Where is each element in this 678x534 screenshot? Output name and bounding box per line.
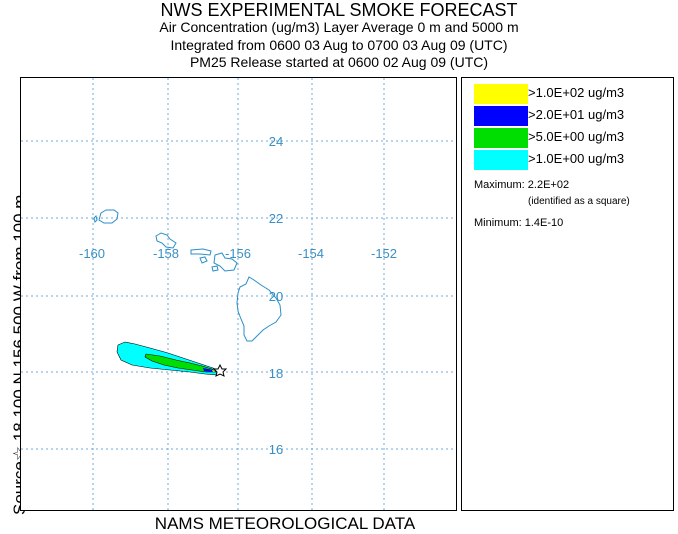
oahu-island (155, 232, 177, 249)
niihau-island (93, 215, 98, 223)
latitude-label: 20 (269, 289, 283, 304)
meteorological-data-label: NAMS METEOROLOGICAL DATA (154, 514, 416, 533)
kahoolawe-island (211, 265, 219, 272)
kauai-island (98, 209, 119, 224)
maui-island (213, 252, 238, 272)
plume-contour-100 (212, 370, 216, 372)
map-panel: -160 -158 -156 -154 -152 24 22 20 18 16 (20, 77, 457, 511)
concentration-description: Air Concentration (ug/m3) Layer Average … (159, 19, 519, 35)
latitude-label: 16 (269, 442, 283, 457)
legend-label: >1.0E+00 ug/m3 (528, 151, 625, 166)
source-star-icon (212, 363, 228, 377)
longitude-label: -152 (371, 246, 397, 261)
smoke-plume (116, 341, 221, 376)
longitude-label: -158 (153, 246, 179, 261)
longitude-label: -156 (225, 246, 251, 261)
legend-label: >5.0E+00 ug/m3 (528, 129, 625, 144)
integration-period: Integrated from 0600 03 Aug to 0700 03 A… (170, 37, 508, 53)
legend-panel: >1.0E+02 ug/m3 >2.0E+01 ug/m3 >5.0E+00 u… (461, 77, 674, 511)
legend-swatch (474, 128, 528, 148)
maximum-value: Maximum: 2.2E+02 (474, 179, 570, 191)
legend-swatch (474, 150, 528, 170)
latitude-label: 18 (269, 366, 283, 381)
longitude-label: -160 (79, 246, 105, 261)
maximum-note: (identified as a square) (528, 196, 630, 207)
legend-label: >2.0E+01 ug/m3 (528, 107, 625, 122)
latitude-label: 22 (269, 211, 283, 226)
longitude-label: -154 (298, 246, 324, 261)
lanai-island (199, 256, 208, 264)
legend-label: >1.0E+02 ug/m3 (528, 85, 625, 100)
legend-swatch (474, 84, 528, 104)
minimum-value: Minimum: 1.4E-10 (474, 217, 564, 229)
legend-swatch (474, 106, 528, 126)
forecast-title: NWS EXPERIMENTAL SMOKE FORECAST (160, 0, 518, 20)
molokai-island (190, 248, 212, 256)
release-start: PM25 Release started at 0600 02 Aug 09 (… (189, 54, 489, 70)
graticule (21, 78, 456, 510)
hawaii-island (236, 276, 282, 342)
latitude-label: 24 (269, 134, 283, 149)
